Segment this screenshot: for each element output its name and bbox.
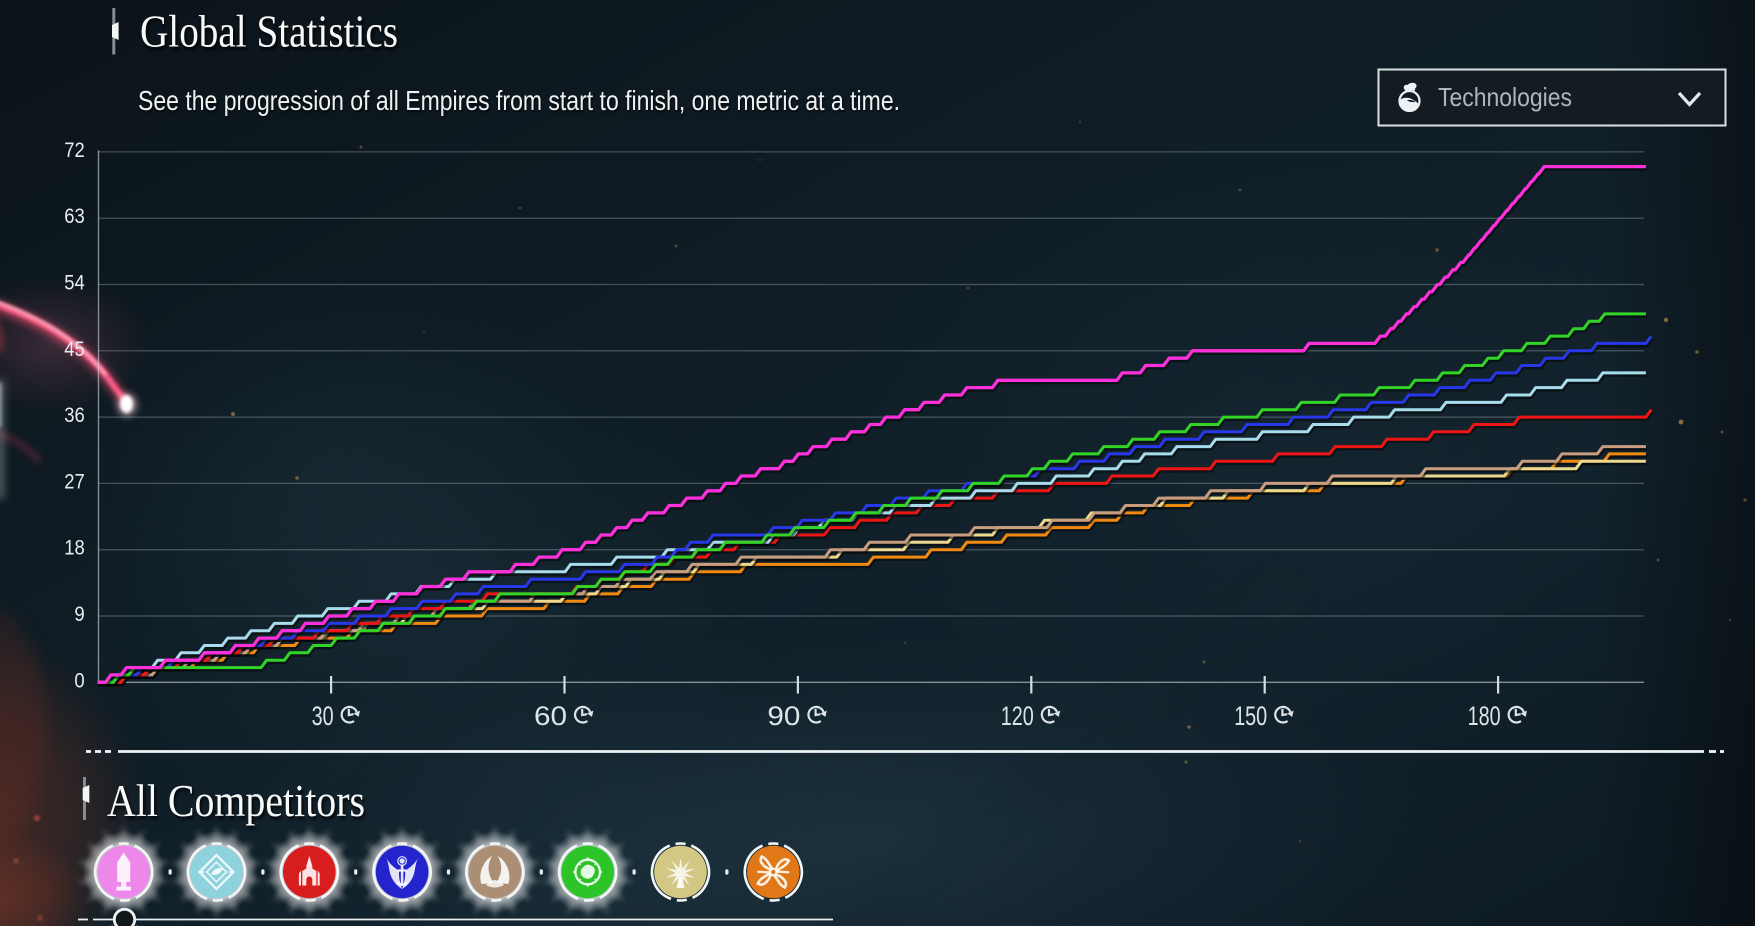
svg-text:45: 45 [64,338,85,361]
svg-text:18: 18 [64,537,85,560]
svg-text:150: 150 [1234,701,1267,731]
svg-text:60: 60 [534,701,567,731]
svg-text:63: 63 [64,205,85,228]
svg-text:72: 72 [64,139,85,162]
svg-text:90: 90 [767,701,800,731]
svg-text:9: 9 [74,603,84,626]
svg-text:36: 36 [64,404,85,427]
svg-text:120: 120 [1001,701,1034,731]
svg-text:See the progression of all Emp: See the progression of all Empires from … [138,85,900,116]
svg-text:0: 0 [74,669,84,692]
svg-text:Technologies: Technologies [1438,82,1572,112]
svg-text:54: 54 [64,272,85,295]
svg-text:27: 27 [64,470,85,493]
svg-text:180: 180 [1468,701,1501,731]
svg-text:30: 30 [312,701,334,731]
svg-text:Global Statistics: Global Statistics [140,6,398,57]
svg-text:All Competitors: All Competitors [107,775,365,826]
